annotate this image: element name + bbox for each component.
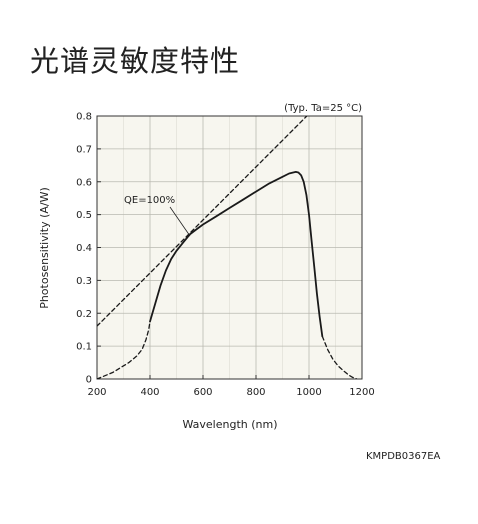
x-tick-label: 400 [140,387,159,398]
y-axis-label: Photosensitivity (A/W) [38,187,51,309]
page-title: 光谱灵敏度特性 [30,44,241,78]
data-series [97,116,358,379]
y-tick-label: 0.5 [76,210,92,221]
series-line-qe-100 [97,116,308,327]
qe-annotation-label: QE=100% [124,195,175,206]
y-tick-label: 0.4 [76,243,92,254]
condition-note: (Typ. Ta=25 °C) [284,103,362,114]
x-axis-label: Wavelength (nm) [182,418,277,431]
qe-annotation-leader [169,206,191,237]
series-line-extrapolated-2 [321,335,358,379]
series-line-extrapolated-1 [97,320,151,379]
y-tick-label: 0.6 [76,177,92,188]
y-tick-label: 0 [86,375,92,386]
axis-ticks: 200 400 600 800 1000 1200 0 0.1 0.2 0.3 0.4 0.5 0.6 0… [76,112,375,399]
x-tick-label: 1200 [349,387,374,398]
y-tick-label: 0.2 [76,309,92,320]
x-tick-label: 600 [193,387,212,398]
x-tick-label: 200 [87,387,106,398]
y-tick-label: 0.8 [76,112,92,123]
series-line-measured [149,170,324,338]
y-tick-label: 0.7 [76,144,92,155]
y-tick-label: 0.1 [76,342,92,353]
document-code: KMPDB0367EA [366,451,441,462]
x-tick-label: 1000 [296,387,321,398]
y-tick-label: 0.3 [76,276,92,287]
x-tick-label: 800 [246,387,265,398]
